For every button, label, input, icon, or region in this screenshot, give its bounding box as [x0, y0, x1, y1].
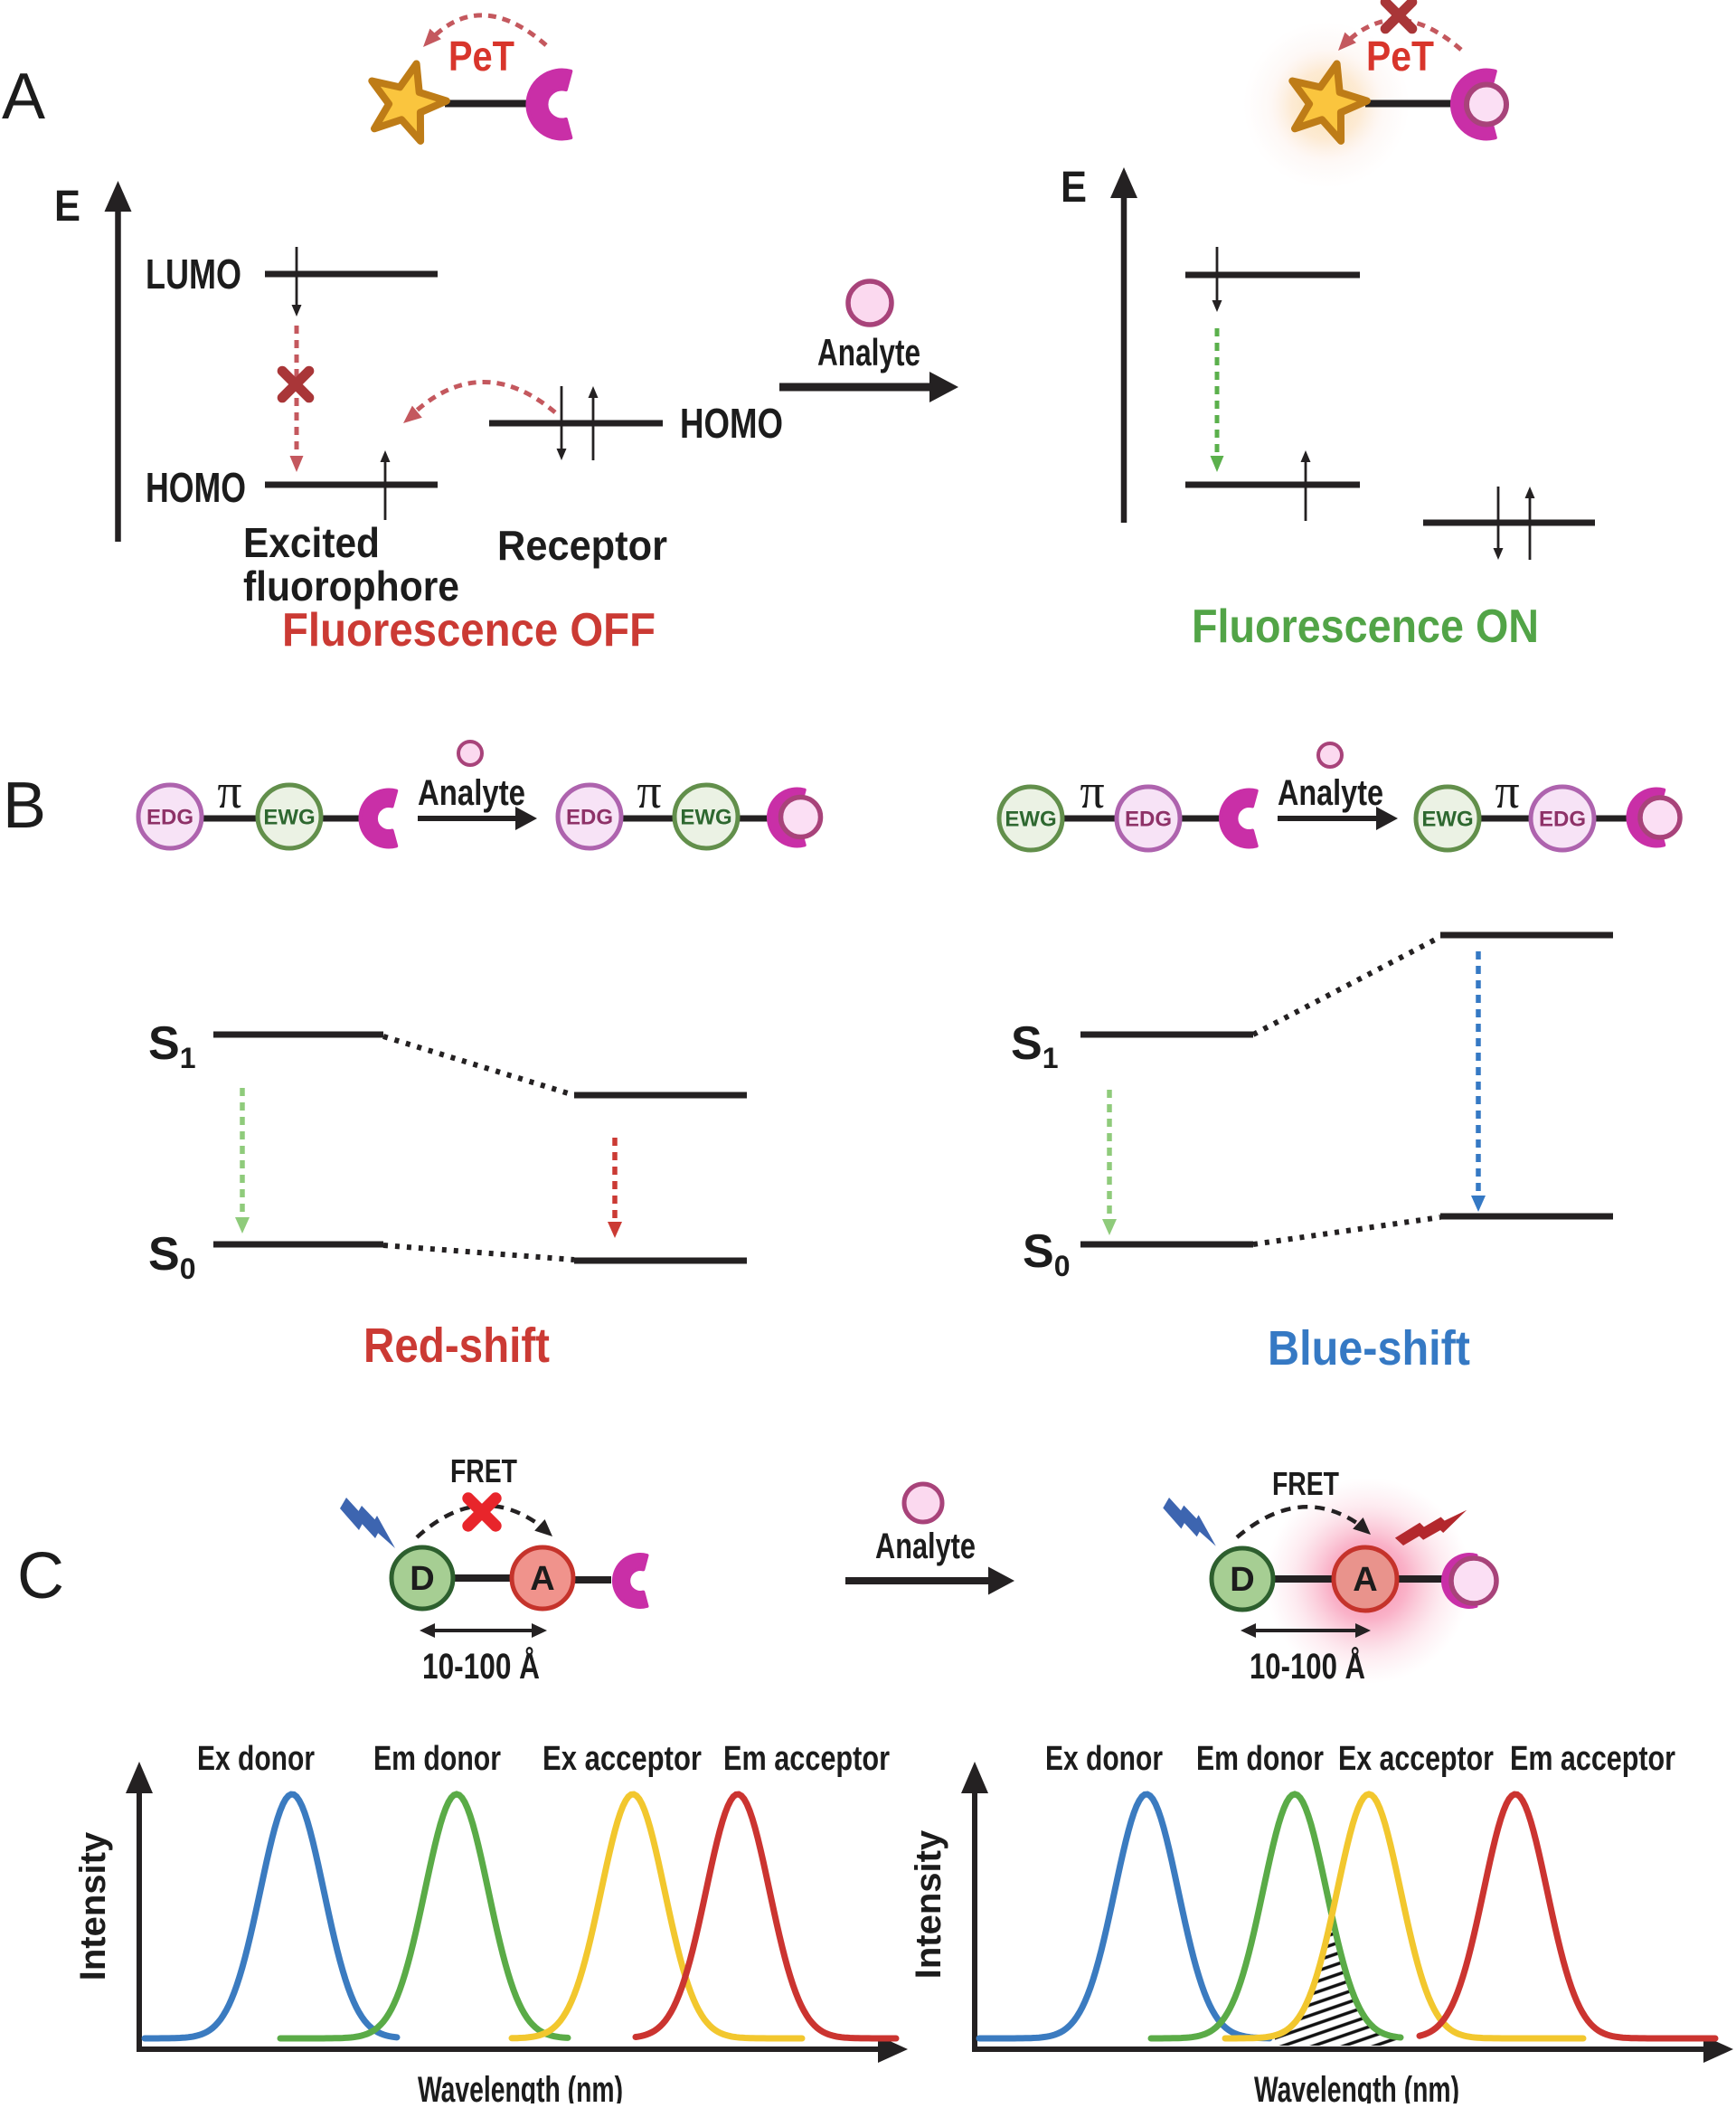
svg-text:Em acceptor: Em acceptor: [723, 1740, 890, 1778]
svg-text:EWG: EWG: [1421, 807, 1473, 831]
svg-text:EDG: EDG: [1125, 807, 1172, 831]
svg-text:D: D: [1230, 1561, 1254, 1599]
svg-text:E: E: [54, 183, 80, 231]
svg-text:fluorophore: fluorophore: [243, 562, 459, 610]
svg-text:π: π: [1080, 764, 1104, 818]
svg-text:EWG: EWG: [263, 805, 315, 829]
svg-text:Fluorescence OFF: Fluorescence OFF: [282, 604, 656, 657]
svg-text:π: π: [217, 764, 241, 818]
svg-text:A: A: [1353, 1561, 1377, 1599]
svg-text:A: A: [2, 61, 45, 133]
svg-text:FRET: FRET: [1272, 1465, 1339, 1502]
svg-text:Em donor: Em donor: [373, 1740, 501, 1778]
svg-text:10-100 Å: 10-100 Å: [422, 1646, 540, 1687]
svg-text:Excited: Excited: [243, 519, 380, 566]
svg-text:Em donor: Em donor: [1196, 1740, 1324, 1778]
svg-text:Analyte: Analyte: [418, 773, 525, 813]
svg-text:B: B: [3, 770, 46, 842]
svg-text:Receptor: Receptor: [497, 522, 667, 569]
svg-text:D: D: [410, 1560, 434, 1598]
svg-text:π: π: [637, 764, 661, 818]
svg-text:Ex donor: Ex donor: [197, 1740, 315, 1778]
svg-text:C: C: [17, 1540, 64, 1612]
svg-text:EWG: EWG: [680, 805, 731, 829]
svg-text:Ex donor: Ex donor: [1045, 1740, 1163, 1778]
svg-text:E: E: [1061, 164, 1087, 212]
svg-text:HOMO: HOMO: [680, 400, 783, 447]
svg-text:Analyte: Analyte: [817, 331, 920, 373]
svg-text:Red-shift: Red-shift: [363, 1319, 550, 1373]
svg-text:EWG: EWG: [1005, 807, 1056, 831]
svg-text:S1: S1: [148, 1017, 195, 1074]
svg-text:Wavelength (nm): Wavelength (nm): [1254, 2070, 1459, 2103]
svg-text:LUMO: LUMO: [146, 251, 241, 298]
svg-text:PeT: PeT: [1366, 33, 1434, 80]
svg-text:HOMO: HOMO: [146, 464, 246, 511]
svg-text:Ex acceptor: Ex acceptor: [542, 1740, 702, 1778]
svg-text:Blue-shift: Blue-shift: [1268, 1321, 1470, 1375]
svg-text:Analyte: Analyte: [1278, 773, 1383, 813]
svg-text:Analyte: Analyte: [875, 1527, 976, 1566]
svg-text:EDG: EDG: [566, 805, 613, 829]
svg-text:10-100 Å: 10-100 Å: [1250, 1646, 1365, 1687]
svg-text:EDG: EDG: [1539, 807, 1586, 831]
svg-text:π: π: [1495, 764, 1519, 818]
svg-text:A: A: [530, 1560, 554, 1598]
svg-text:Intensity: Intensity: [909, 1829, 948, 1979]
svg-text:Em acceptor: Em acceptor: [1510, 1740, 1675, 1778]
svg-text:Fluorescence ON: Fluorescence ON: [1192, 600, 1539, 653]
svg-text:Ex acceptor: Ex acceptor: [1338, 1740, 1494, 1778]
svg-text:Wavelength (nm): Wavelength (nm): [418, 2070, 623, 2103]
svg-text:Intensity: Intensity: [73, 1831, 113, 1980]
svg-text:FRET: FRET: [450, 1452, 517, 1489]
svg-text:PeT: PeT: [448, 33, 514, 80]
svg-text:EDG: EDG: [146, 805, 193, 829]
